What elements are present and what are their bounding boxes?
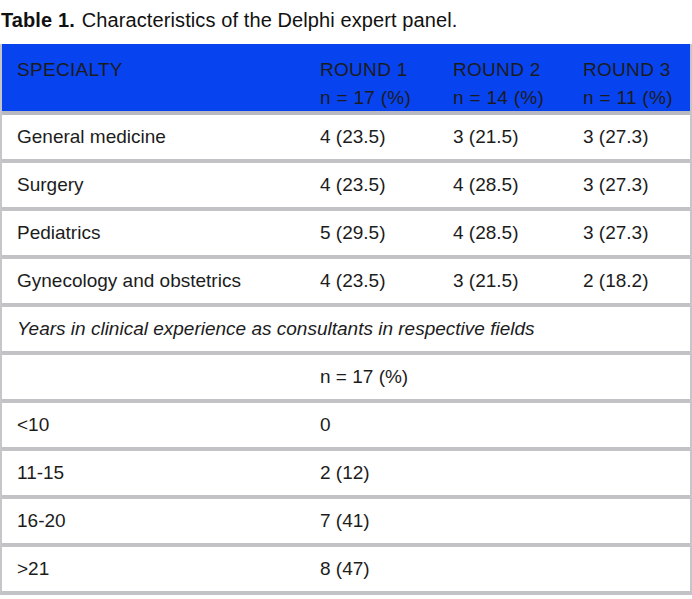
header-round-2: ROUND 2 n = 14 (%): [438, 44, 568, 112]
row-round1-value: 4 (23.5): [305, 174, 438, 196]
row-round3-value: 3 (27.3): [568, 126, 690, 148]
row-label: Gynecology and obstetrics: [2, 270, 305, 292]
table-header-row: SPECIALTY ROUND 1 n = 17 (%) ROUND 2 n =…: [2, 44, 690, 115]
row-value: 0: [305, 414, 438, 436]
row-label: <10: [2, 414, 305, 436]
row-label: >21: [2, 558, 305, 580]
table-row-over-21-years: >21 8 (47): [2, 547, 690, 591]
row-round3-value: 3 (27.3): [568, 222, 690, 244]
row-label: 11-15: [2, 462, 305, 484]
header-round-3: ROUND 3 n = 11 (%): [568, 44, 690, 112]
row-round1-value: 4 (23.5): [305, 126, 438, 148]
table-row-gynecology-obstetrics: Gynecology and obstetrics 4 (23.5) 3 (21…: [2, 259, 690, 307]
row-round2-value: 3 (21.5): [438, 270, 568, 292]
table-row-surgery: Surgery 4 (23.5) 4 (28.5) 3 (27.3): [2, 163, 690, 211]
delphi-panel-table: SPECIALTY ROUND 1 n = 17 (%) ROUND 2 n =…: [0, 44, 692, 595]
table-row-experience-subheader: n = 17 (%): [2, 355, 690, 403]
header-round-3-label: ROUND 3: [583, 56, 690, 84]
table-row-under-10-years: <10 0: [2, 403, 690, 451]
header-round-2-label: ROUND 2: [453, 56, 568, 84]
row-round2-value: 4 (28.5): [438, 222, 568, 244]
row-round2-value: 3 (21.5): [438, 126, 568, 148]
row-round2-value: 4 (28.5): [438, 174, 568, 196]
header-round-1: ROUND 1 n = 17 (%): [305, 44, 438, 112]
header-round-1-label: ROUND 1: [320, 56, 438, 84]
header-round-2-n: n = 14 (%): [453, 84, 568, 112]
table-caption-label: Table 1.: [1, 9, 75, 31]
row-round1-value: 4 (23.5): [305, 270, 438, 292]
table-caption: Table 1. Characteristics of the Delphi ex…: [0, 0, 692, 33]
header-round-3-n: n = 11 (%): [583, 84, 690, 112]
header-specialty: SPECIALTY: [2, 44, 305, 84]
row-label: 16-20: [2, 510, 305, 532]
row-label: Surgery: [2, 174, 305, 196]
header-round-1-n: n = 17 (%): [320, 84, 438, 112]
section-row-label: Years in clinical experience as consulta…: [2, 318, 690, 340]
row-round1-value: 5 (29.5): [305, 222, 438, 244]
table-row-general-medicine: General medicine 4 (23.5) 3 (21.5) 3 (27…: [2, 115, 690, 163]
row-value: 8 (47): [305, 558, 438, 580]
table-row-pediatrics: Pediatrics 5 (29.5) 4 (28.5) 3 (27.3): [2, 211, 690, 259]
paper-table-figure: Table 1. Characteristics of the Delphi ex…: [0, 0, 692, 599]
table-caption-text: Characteristics of the Delphi expert pan…: [82, 9, 458, 31]
table-row-11-15-years: 11-15 2 (12): [2, 451, 690, 499]
row-label: General medicine: [2, 126, 305, 148]
row-round3-value: 2 (18.2): [568, 270, 690, 292]
row-value: 7 (41): [305, 510, 438, 532]
row-round3-value: 3 (27.3): [568, 174, 690, 196]
table-section-row-experience: Years in clinical experience as consulta…: [2, 307, 690, 355]
table-row-16-20-years: 16-20 7 (41): [2, 499, 690, 547]
row-value: 2 (12): [305, 462, 438, 484]
row-label: Pediatrics: [2, 222, 305, 244]
experience-subheader-n: n = 17 (%): [305, 366, 438, 388]
